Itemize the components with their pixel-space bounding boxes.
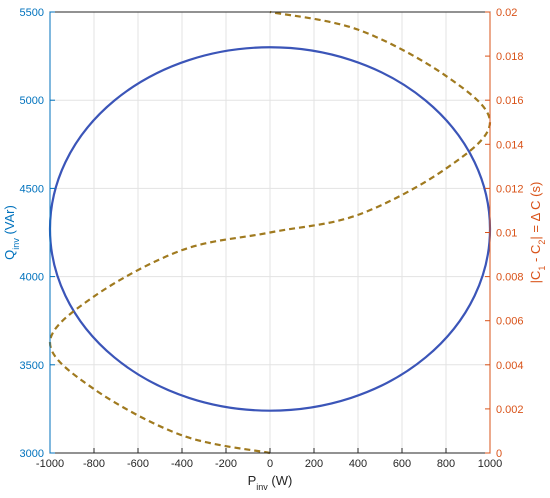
tick-layer: -1000 -800 -600 -400 -200 0 200 400 600 800 1000 30… [20,7,524,470]
x-tick-label: 200 [305,458,323,470]
x-tick-label: 0 [267,458,273,470]
series-dashed-curve [48,10,492,455]
y-right-tick-label: 0.016 [496,95,524,107]
x-tick-label: 800 [437,458,455,470]
x-tick-label: -200 [215,458,237,470]
x-tick-label: -400 [171,458,193,470]
x-axis-label: Pinv (W) [248,473,293,492]
x-tick-label: -800 [83,458,105,470]
x-tick-label: 1000 [478,458,502,470]
y-left-tick-label: 4500 [20,183,44,195]
y-right-tick-label: 0.01 [496,228,517,240]
y-right-tick-label: 0.018 [496,51,524,63]
y-left-tick-label: 5000 [20,95,44,107]
x-tick-label: 600 [393,458,411,470]
y-axis-right-label: |C1 - C2| = Δ C (s) [528,182,547,284]
y-right-tick-label: 0 [496,448,502,460]
y-right-tick-label: 0.014 [496,139,524,151]
y-right-tick-label: 0.002 [496,404,524,416]
y-left-tick-label: 3500 [20,360,44,372]
y-right-tick-label: 0.012 [496,183,524,195]
y-right-tick-label: 0.004 [496,360,524,372]
y-right-tick-label: 0.006 [496,316,524,328]
x-tick-label: 400 [349,458,367,470]
x-tick-label: -600 [127,458,149,470]
y-right-tick-label: 0.008 [496,272,524,284]
y-axis-left-label: Qinv (VAr) [2,205,21,260]
y-left-tick-label: 3000 [20,448,44,460]
y-right-tick-label: 0.02 [496,7,517,19]
x-tick-label: -1000 [36,458,64,470]
y-left-tick-label: 5500 [20,7,44,19]
y-left-tick-label: 4000 [20,272,44,284]
